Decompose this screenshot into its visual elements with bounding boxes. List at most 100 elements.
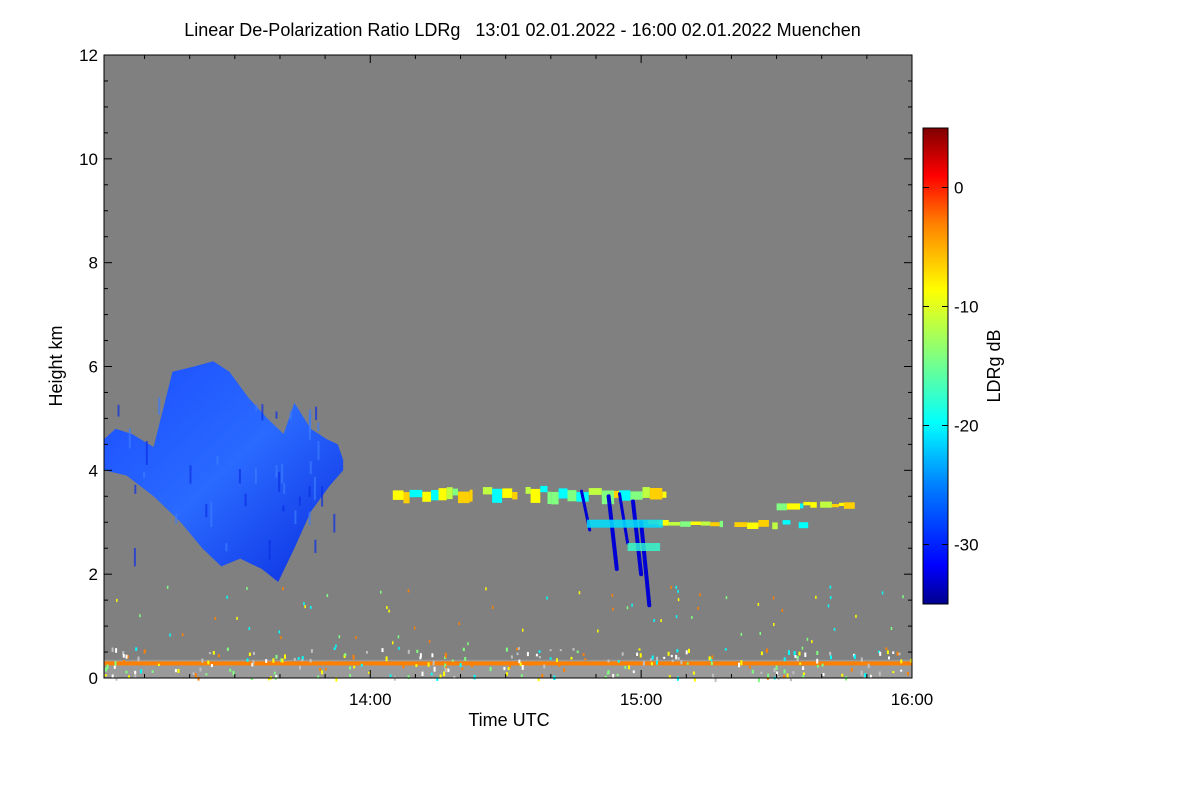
boundary-layer-speckle bbox=[251, 663, 254, 667]
boundary-layer-speckle bbox=[122, 651, 125, 656]
boundary-layer-speckle bbox=[853, 654, 856, 659]
boundary-layer-speckle bbox=[906, 672, 909, 676]
thin-layer-2 bbox=[658, 520, 669, 526]
ice-cloud-texture bbox=[143, 472, 146, 479]
boundary-layer-speckle bbox=[503, 666, 506, 671]
thin-layer-1 bbox=[492, 488, 503, 503]
boundary-layer-speckle bbox=[822, 673, 825, 677]
boundary-layer-speckle bbox=[301, 659, 304, 662]
aerosol-speckle bbox=[326, 594, 329, 598]
boundary-layer-speckle bbox=[529, 663, 532, 666]
colorbar-tick-label: -30 bbox=[954, 536, 979, 555]
aerosol-speckle bbox=[827, 604, 830, 608]
aerosol-speckle bbox=[611, 593, 614, 597]
aerosol-speckle bbox=[413, 626, 416, 630]
aerosol-speckle bbox=[304, 605, 306, 609]
boundary-layer-speckle bbox=[576, 650, 579, 654]
y-tick-label: 6 bbox=[89, 358, 98, 377]
aerosol-speckle bbox=[310, 605, 312, 609]
boundary-layer-speckle bbox=[570, 656, 573, 660]
boundary-layer-speckle bbox=[265, 659, 268, 663]
boundary-layer-speckle bbox=[738, 662, 740, 668]
boundary-layer-speckle bbox=[349, 674, 352, 677]
colorbar-tick-label: -10 bbox=[954, 298, 979, 317]
boundary-layer-speckle bbox=[821, 663, 824, 667]
ice-cloud-texture bbox=[317, 441, 320, 460]
ice-cloud-texture bbox=[216, 455, 219, 465]
colorbar-tick-label: 0 bbox=[954, 179, 963, 198]
aerosol-speckle bbox=[691, 615, 693, 619]
boundary-layer-speckle bbox=[710, 661, 713, 666]
boundary-layer-speckle bbox=[321, 670, 324, 675]
boundary-layer-speckle bbox=[459, 663, 462, 668]
boundary-layer-speckle bbox=[111, 647, 114, 653]
ice-cloud bbox=[104, 361, 344, 582]
boundary-layer-speckle bbox=[879, 651, 882, 656]
boundary-layer-speckle bbox=[432, 660, 435, 666]
aerosol-speckle bbox=[815, 595, 817, 599]
boundary-layer-speckle bbox=[157, 663, 160, 667]
boundary-layer-speckle bbox=[252, 660, 255, 665]
boundary-layer-speckle bbox=[343, 654, 346, 658]
boundary-layer-speckle bbox=[353, 665, 356, 669]
boundary-layer-speckle bbox=[900, 659, 903, 664]
boundary-layer-speckle bbox=[685, 650, 688, 655]
thin-layer-3 bbox=[843, 502, 855, 509]
ice-cloud-texture bbox=[175, 513, 178, 524]
boundary-layer-speckle bbox=[802, 666, 805, 670]
boundary-layer-speckle bbox=[201, 658, 204, 663]
thin-layer-2 bbox=[680, 521, 691, 527]
boundary-layer-speckle bbox=[104, 674, 107, 677]
boundary-layer-speckle bbox=[273, 671, 276, 675]
thin-layer-1 bbox=[551, 491, 559, 505]
boundary-layer-speckle bbox=[776, 671, 779, 675]
boundary-layer-speckle bbox=[621, 652, 624, 656]
boundary-layer-speckle bbox=[667, 651, 670, 656]
boundary-layer-speckle bbox=[636, 652, 639, 657]
boundary-layer-speckle bbox=[663, 656, 666, 659]
chart-title: Linear De-Polarization Ratio LDRg 13:01 … bbox=[184, 20, 861, 40]
boundary-layer-speckle bbox=[802, 674, 805, 679]
x-tick-label: 14:00 bbox=[349, 690, 392, 709]
boundary-layer-speckle bbox=[194, 673, 197, 678]
boundary-layer-speckle bbox=[111, 674, 114, 679]
ice-cloud-texture bbox=[313, 476, 316, 501]
boundary-layer-speckle bbox=[275, 674, 278, 679]
boundary-layer-speckle bbox=[535, 653, 538, 657]
boundary-layer-speckle bbox=[607, 670, 610, 674]
thin-layer-1 bbox=[403, 492, 410, 504]
aerosol-speckle bbox=[169, 633, 171, 637]
boundary-layer-speckle bbox=[125, 670, 128, 674]
boundary-layer-speckle bbox=[407, 675, 410, 680]
aerosol-speckle bbox=[388, 609, 390, 613]
boundary-layer-speckle bbox=[829, 651, 832, 656]
thin-layer-1 bbox=[649, 488, 663, 500]
boundary-layer-speckle bbox=[888, 656, 890, 660]
thin-layer-2 bbox=[734, 522, 748, 527]
boundary-layer-speckle bbox=[137, 656, 140, 662]
features-layer bbox=[104, 361, 913, 683]
fall-streak bbox=[631, 499, 644, 577]
boundary-layer-speckle bbox=[804, 652, 807, 657]
boundary-layer-speckle bbox=[775, 665, 778, 670]
boundary-layer-speckle bbox=[419, 653, 422, 658]
thin-layer-2 bbox=[668, 522, 681, 526]
aerosol-speckle bbox=[226, 595, 228, 599]
boundary-layer-speckle bbox=[473, 674, 476, 680]
boundary-layer-speckle bbox=[584, 661, 587, 665]
ice-cloud-texture bbox=[282, 505, 285, 512]
boundary-layer-speckle bbox=[389, 674, 392, 678]
boundary-layer-speckle bbox=[301, 656, 304, 661]
ice-cloud-texture bbox=[133, 548, 136, 567]
boundary-layer-speckle bbox=[507, 667, 510, 671]
boundary-layer-speckle bbox=[563, 668, 566, 672]
boundary-layer-speckle bbox=[229, 668, 232, 672]
aerosol-speckle bbox=[881, 591, 884, 595]
aerosol-speckle bbox=[278, 630, 281, 634]
boundary-layer-speckle bbox=[783, 669, 786, 674]
boundary-layer-speckle bbox=[516, 647, 519, 651]
boundary-layer-speckle bbox=[140, 669, 143, 674]
boundary-layer-speckle bbox=[638, 648, 641, 651]
aerosol-speckle bbox=[386, 606, 388, 609]
